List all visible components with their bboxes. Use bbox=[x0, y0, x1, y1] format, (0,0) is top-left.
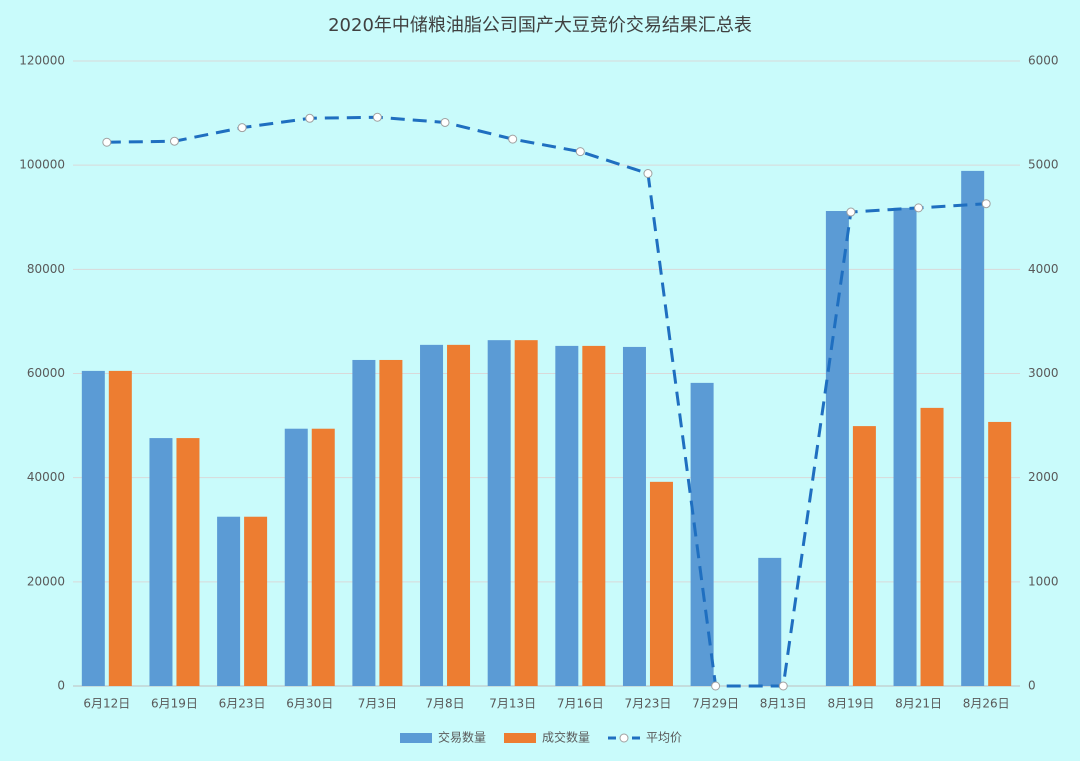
y2-tick-label: 5000 bbox=[1028, 158, 1059, 172]
x-tick-label: 8月13日 bbox=[760, 697, 807, 711]
x-tick-label: 6月12日 bbox=[83, 697, 130, 711]
y2-tick-label: 0 bbox=[1028, 679, 1036, 693]
x-tick-label: 7月23日 bbox=[625, 697, 672, 711]
x-tick-label: 7月16日 bbox=[557, 697, 604, 711]
y-tick-label: 20000 bbox=[27, 574, 65, 588]
bar bbox=[852, 426, 876, 686]
y2-tick-label: 4000 bbox=[1028, 262, 1059, 276]
bar bbox=[217, 516, 241, 686]
line-marker bbox=[102, 137, 112, 147]
bar bbox=[961, 170, 985, 687]
bar bbox=[622, 346, 646, 686]
bar bbox=[149, 438, 173, 686]
y-tick-label: 0 bbox=[57, 679, 65, 693]
bar bbox=[555, 345, 579, 686]
bar bbox=[649, 481, 673, 686]
bar bbox=[487, 340, 511, 686]
bar bbox=[920, 407, 944, 686]
bar bbox=[582, 345, 606, 686]
chart-title: 2020年中储粮油脂公司国产大豆竞价交易结果汇总表 bbox=[328, 15, 752, 36]
bar bbox=[825, 211, 849, 686]
y2-tick-label: 3000 bbox=[1028, 366, 1059, 380]
line-marker bbox=[440, 117, 450, 127]
legend-swatch bbox=[400, 733, 432, 743]
y2-tick-label: 6000 bbox=[1028, 54, 1059, 68]
line-marker bbox=[643, 169, 653, 178]
y-tick-label: 60000 bbox=[27, 366, 65, 380]
bar bbox=[690, 382, 714, 686]
bar bbox=[311, 428, 335, 686]
line-marker bbox=[237, 123, 247, 133]
bar bbox=[284, 428, 308, 686]
line bbox=[106, 115, 987, 688]
line-marker bbox=[711, 681, 721, 691]
line-marker bbox=[372, 112, 382, 122]
y-tick-label: 40000 bbox=[27, 470, 65, 484]
x-tick-label: 7月13日 bbox=[489, 697, 536, 711]
bar bbox=[379, 359, 403, 686]
bar bbox=[420, 344, 444, 686]
legend-swatch bbox=[504, 733, 536, 743]
x-tick-label: 8月21日 bbox=[895, 697, 942, 711]
y-tick-label: 80000 bbox=[27, 262, 65, 276]
y-tick-label: 100000 bbox=[19, 158, 65, 172]
bar bbox=[108, 370, 132, 686]
line-marker bbox=[508, 134, 518, 144]
x-tick-label: 8月19日 bbox=[827, 697, 874, 711]
bar bbox=[447, 344, 471, 686]
line-marker bbox=[778, 681, 788, 691]
line-marker bbox=[575, 147, 585, 157]
x-tick-label: 6月30日 bbox=[286, 697, 333, 711]
x-tick-label: 6月19日 bbox=[151, 697, 198, 711]
bar bbox=[758, 557, 782, 686]
bar bbox=[988, 421, 1012, 686]
x-tick-label: 6月23日 bbox=[219, 697, 266, 711]
line-marker bbox=[981, 199, 991, 209]
bar bbox=[176, 438, 200, 686]
x-tick-label: 8月26日 bbox=[963, 697, 1010, 711]
line-marker bbox=[914, 203, 924, 213]
x-tick-label: 7月8日 bbox=[425, 697, 464, 711]
line-marker bbox=[169, 136, 179, 146]
line-marker bbox=[846, 207, 856, 217]
bar bbox=[893, 207, 917, 686]
legend-label: 交易数量 bbox=[438, 730, 486, 745]
y2-tick-label: 1000 bbox=[1028, 574, 1059, 588]
legend-marker bbox=[619, 733, 629, 743]
bar bbox=[514, 340, 538, 686]
bar bbox=[352, 359, 376, 686]
legend-label: 成交数量 bbox=[542, 730, 590, 745]
bar bbox=[244, 516, 268, 686]
legend-label: 平均价 bbox=[646, 731, 682, 745]
y-tick-label: 120000 bbox=[19, 54, 65, 68]
x-tick-label: 7月29日 bbox=[692, 697, 739, 711]
y2-tick-label: 2000 bbox=[1028, 470, 1059, 484]
line-marker bbox=[305, 113, 315, 123]
x-tick-label: 7月3日 bbox=[358, 697, 397, 711]
bar bbox=[81, 370, 105, 686]
